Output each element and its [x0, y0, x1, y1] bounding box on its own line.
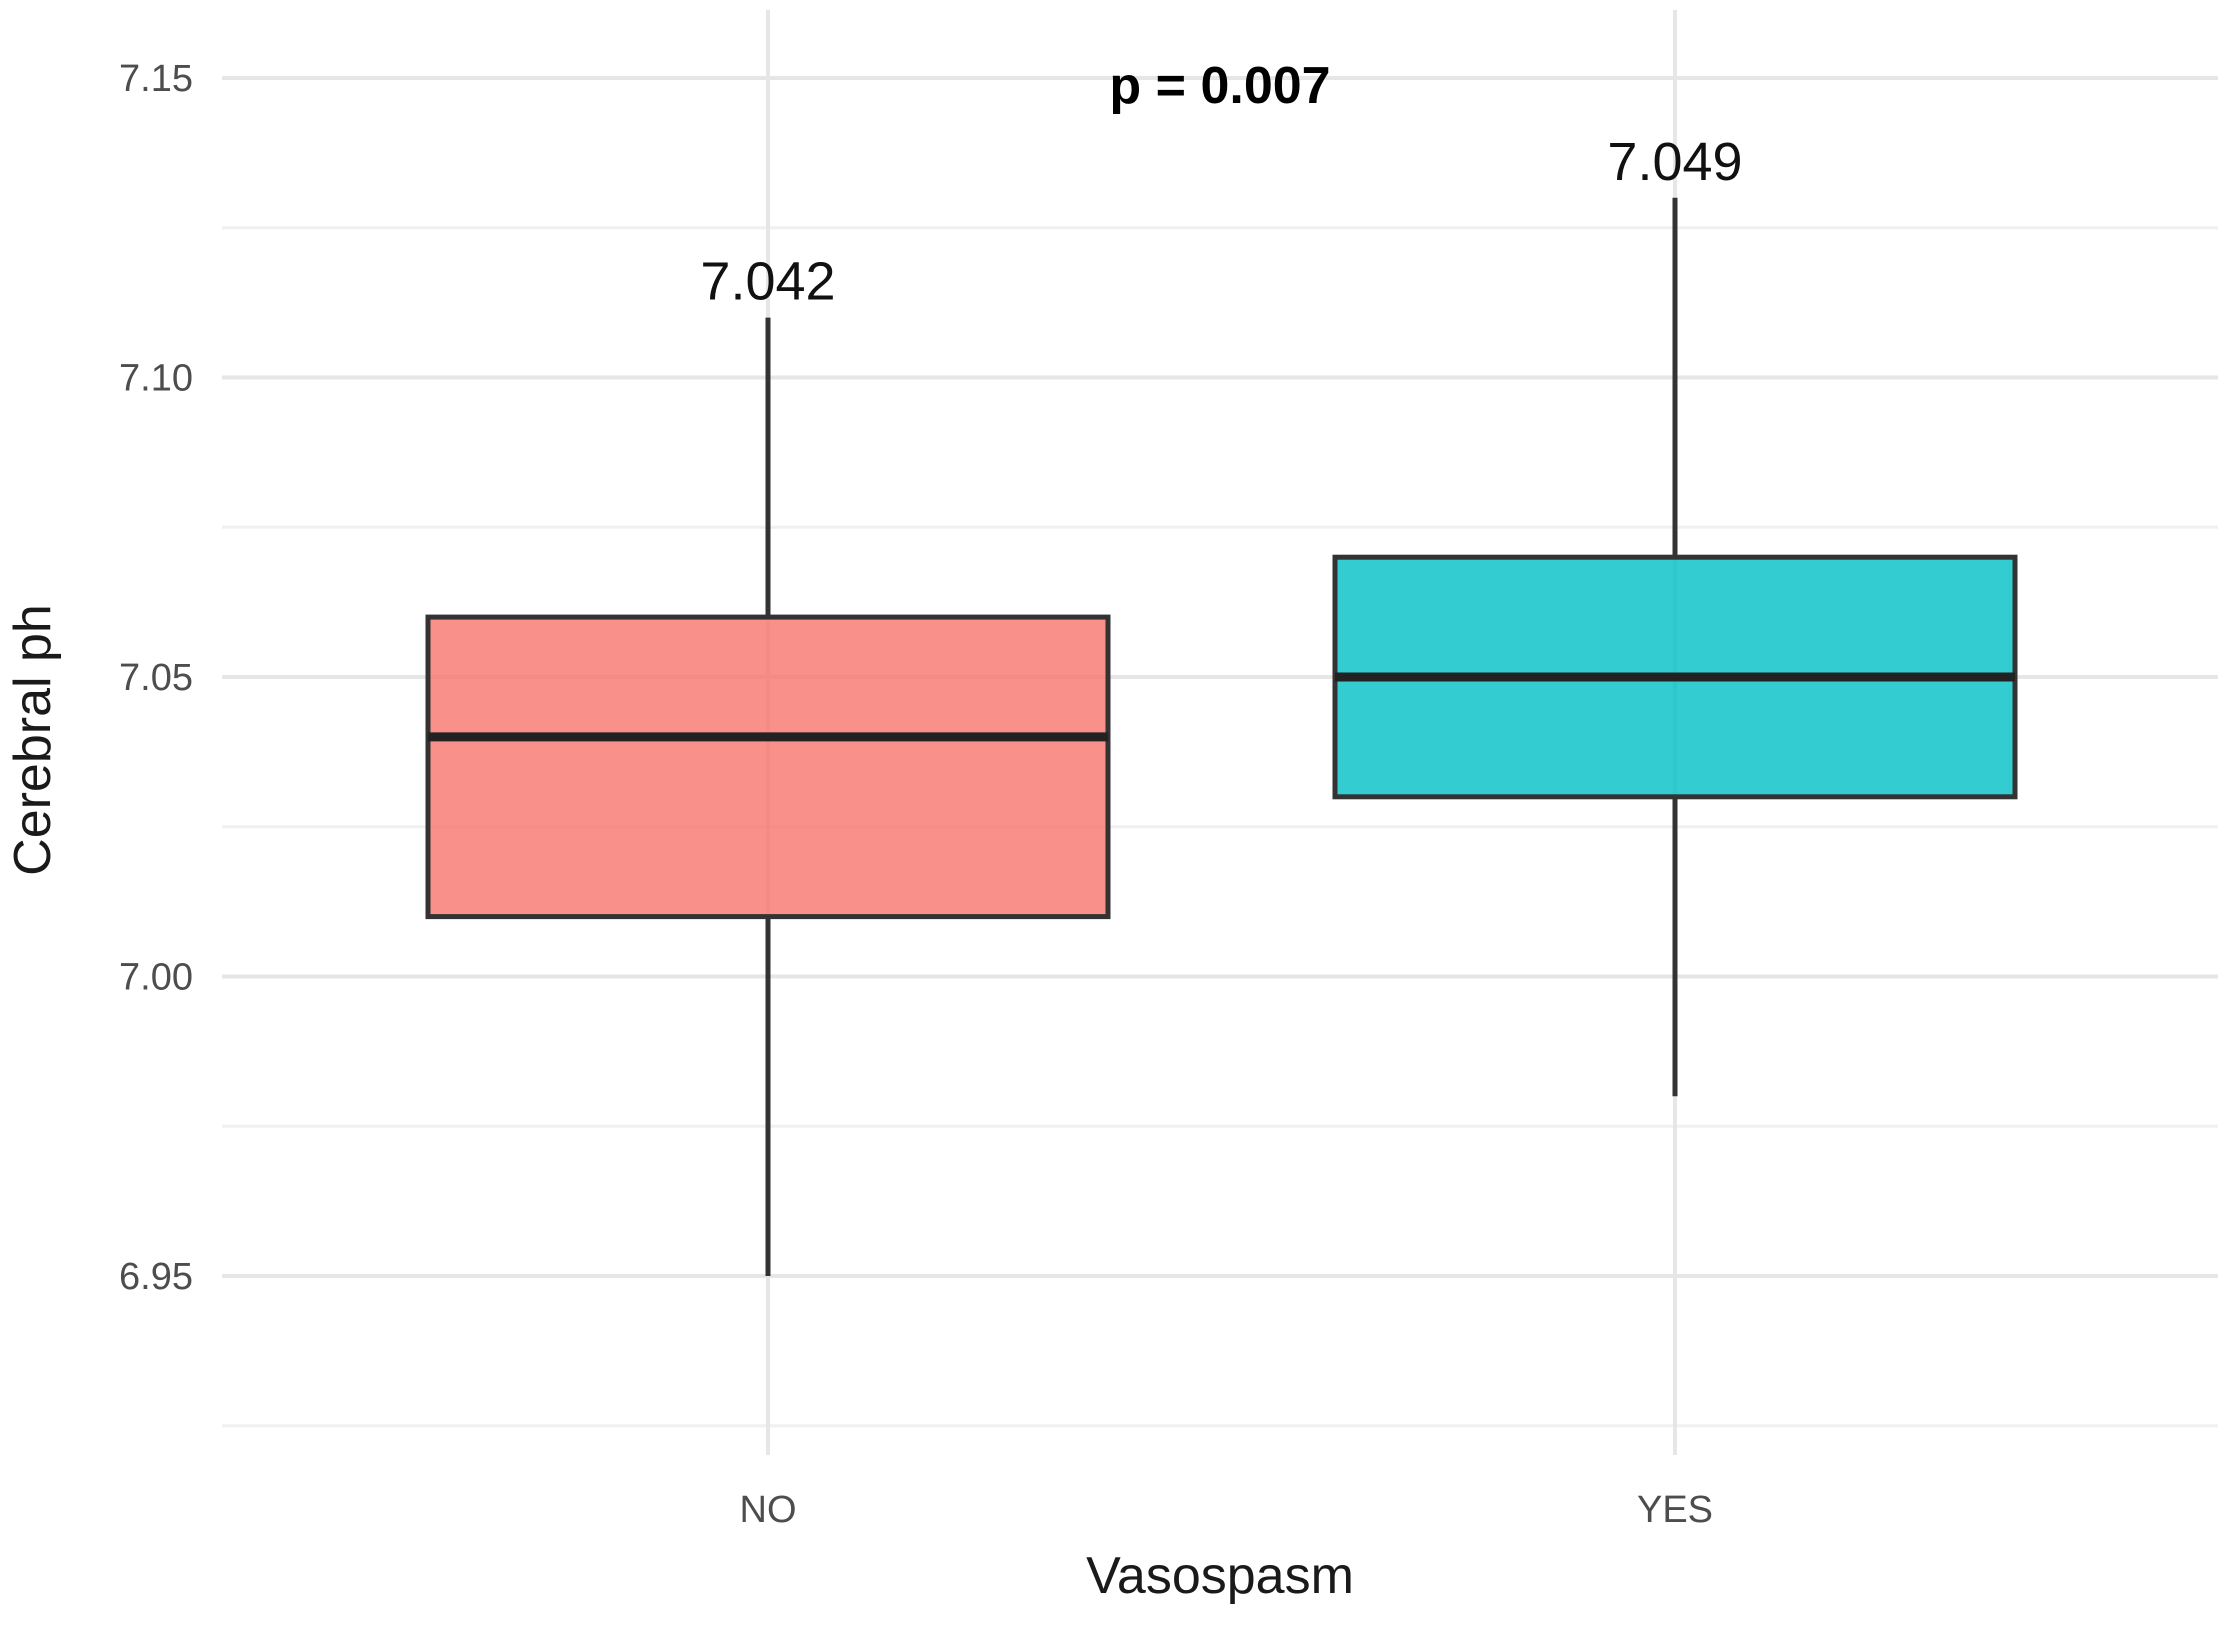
- y-tick-label: 6.95: [119, 1256, 193, 1298]
- box-no: [425, 614, 1111, 920]
- labels-layer: 6.95 7.00 7.05 7.10 7.15 7.042 NO 7.049 YES: [119, 58, 1743, 1531]
- mean-value-label: 7.049: [1607, 132, 1742, 192]
- y-tick-label: 7.05: [119, 657, 193, 699]
- y-tick-label: 7.00: [119, 957, 193, 999]
- y-tick-label: 7.10: [119, 358, 193, 400]
- x-axis-title: Vasospasm: [1086, 1547, 1354, 1605]
- y-tick-label: 7.15: [119, 58, 193, 100]
- mean-value-label: 7.042: [700, 252, 835, 312]
- x-tick-label: YES: [1637, 1489, 1713, 1531]
- x-tick-label: NO: [740, 1489, 797, 1531]
- boxes-layer: [425, 197, 2018, 1276]
- y-axis-title: Cerebral ph: [4, 604, 62, 876]
- p-value-annotation: p = 0.007: [1109, 57, 1330, 115]
